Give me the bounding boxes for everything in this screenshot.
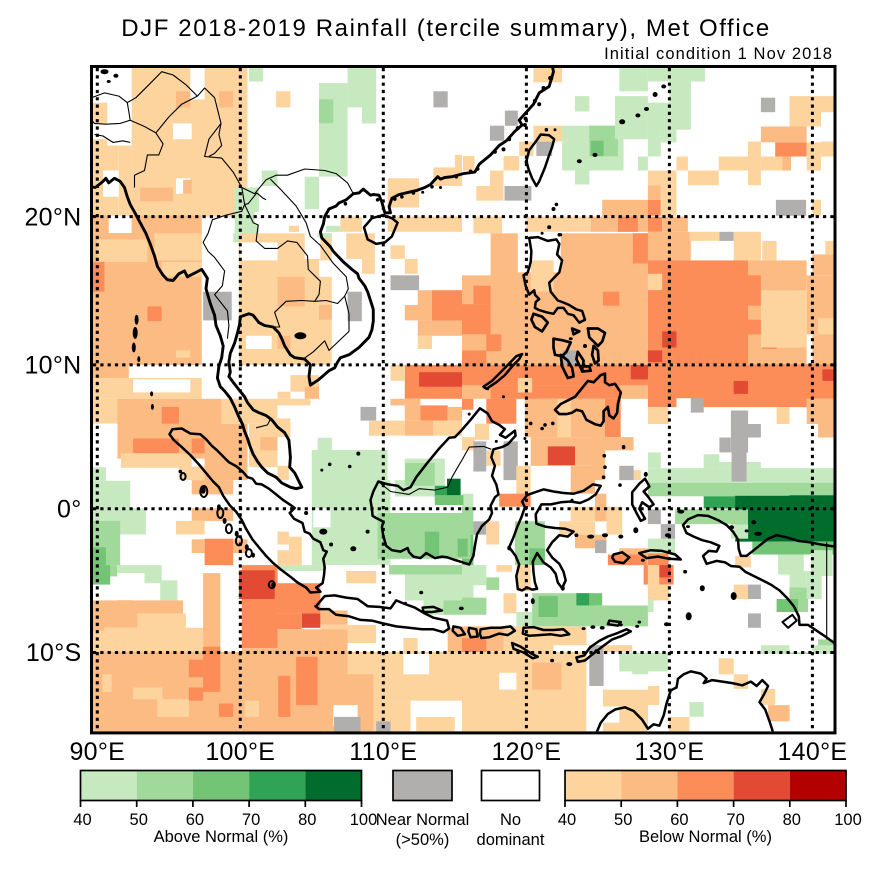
svg-text:40: 40 [73, 811, 91, 829]
svg-text:0°: 0° [57, 495, 82, 523]
svg-text:50: 50 [130, 811, 148, 829]
svg-text:80: 80 [298, 811, 316, 829]
svg-text:40: 40 [558, 811, 576, 829]
svg-text:100: 100 [350, 811, 378, 829]
svg-text:dominant: dominant [477, 831, 545, 849]
svg-text:120°E: 120°E [491, 738, 561, 766]
svg-text:10°N: 10°N [24, 352, 81, 380]
svg-text:20°N: 20°N [24, 203, 81, 231]
svg-text:No: No [500, 811, 521, 829]
svg-text:130°E: 130°E [634, 738, 704, 766]
svg-text:100: 100 [834, 811, 862, 829]
svg-text:110°E: 110°E [349, 738, 417, 766]
svg-text:Below Normal (%): Below Normal (%) [639, 828, 772, 846]
svg-text:140°E: 140°E [777, 738, 847, 766]
svg-text:Initial condition 1 Nov 2018: Initial condition 1 Nov 2018 [604, 45, 833, 63]
svg-text:90°E: 90°E [69, 738, 125, 766]
svg-text:70: 70 [242, 811, 260, 829]
svg-text:50: 50 [614, 811, 632, 829]
svg-text:Near Normal: Near Normal [376, 811, 470, 829]
svg-text:60: 60 [186, 811, 204, 829]
svg-text:70: 70 [726, 811, 744, 829]
svg-text:80: 80 [783, 811, 801, 829]
svg-text:DJF 2018-2019 Rainfall (tercil: DJF 2018-2019 Rainfall (tercile summary)… [121, 15, 771, 42]
svg-text:Above Normal (%): Above Normal (%) [154, 828, 289, 846]
svg-text:100°E: 100°E [205, 738, 275, 766]
svg-text:(>50%): (>50%) [396, 831, 450, 849]
svg-text:60: 60 [670, 811, 688, 829]
svg-text:10°S: 10°S [26, 639, 82, 667]
